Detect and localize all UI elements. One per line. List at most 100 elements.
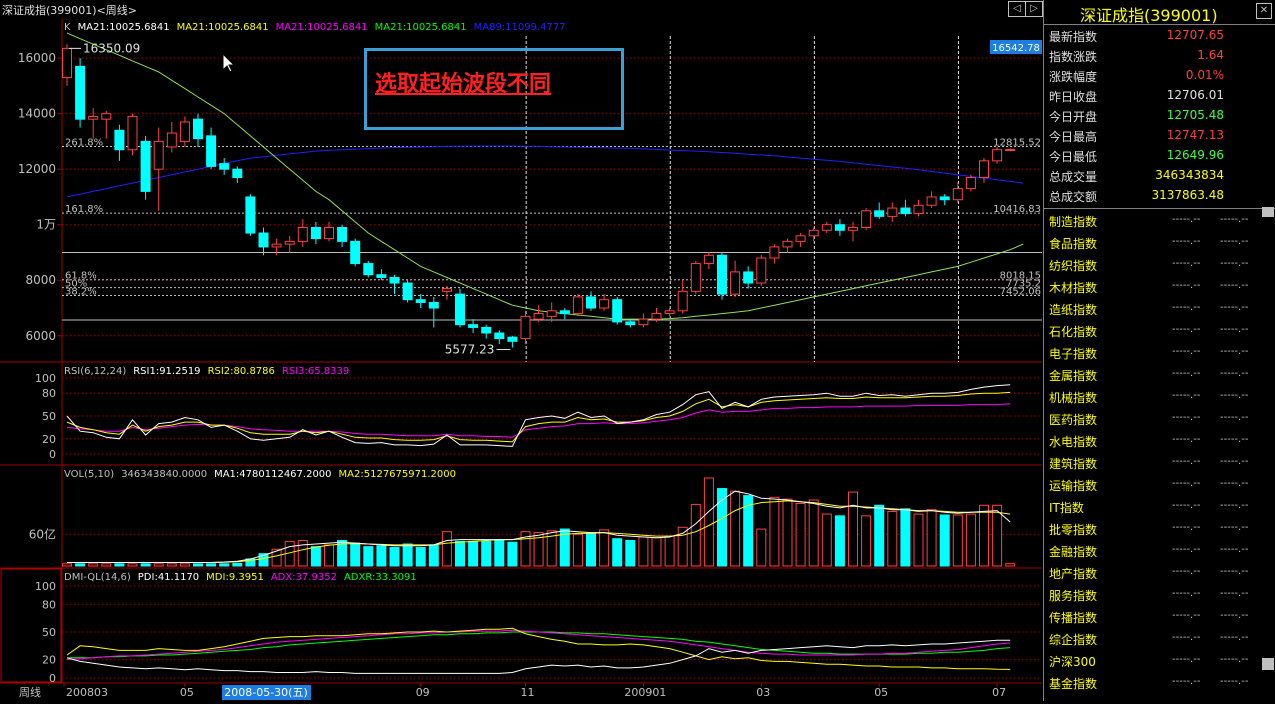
candle-down [481,326,492,334]
adx-line [66,629,1011,661]
candle-down [559,310,570,315]
volume-bar-up [848,491,858,567]
quote-value: 12705.48 [1166,108,1224,122]
sector-index-row[interactable]: 运输指数 -----.-- -----.-- [1044,473,1275,495]
candle-up [769,246,780,259]
fib-level-label: 261.8% [65,138,103,149]
candle-up [153,140,164,170]
candle-down [625,321,636,326]
volume-bar-down [481,540,492,567]
sector-index-name: 金融指数 [1049,545,1098,559]
mouse-cursor-icon [222,52,236,73]
candle-down [874,210,885,217]
sector-index-change: -----.-- [1220,588,1249,599]
sector-index-row[interactable]: 传播指数 -----.-- -----.-- [1044,605,1275,627]
scroll-up-button[interactable] [1262,207,1274,217]
volume-bar-down [939,514,950,567]
candle-down [494,332,505,340]
sector-index-row[interactable]: 医药指数 -----.-- -----.-- [1044,407,1275,429]
volume-bar-down [337,539,348,567]
x-tick-label: 07 [992,686,1006,699]
sector-index-row[interactable]: 电子指数 -----.-- -----.-- [1044,341,1275,363]
sector-index-name: 机械指数 [1049,391,1098,405]
close-panel-button[interactable]: ✕ [1256,3,1272,19]
sector-index-row[interactable]: 木材指数 -----.-- -----.-- [1044,275,1275,297]
volume-bar-down [559,528,570,567]
sector-index-row[interactable]: 纺织指数 -----.-- -----.-- [1044,253,1275,275]
sector-index-row[interactable]: 地产指数 -----.-- -----.-- [1044,561,1275,583]
sector-index-change: -----.-- [1220,632,1249,643]
scroll-down-button[interactable] [1262,658,1274,670]
volume-bar-up [546,530,557,567]
sector-index-row[interactable]: 机械指数 -----.-- -----.-- [1044,385,1275,407]
volume-bar-up [703,477,714,567]
volume-bar-up [887,510,898,567]
kline-legend-item: MA89:11099.4777 [474,22,566,33]
candle-down [468,324,479,328]
sector-index-change: -----.-- [1220,544,1249,555]
volume-bar-up [599,529,610,567]
quote-value: 346343834 [1155,168,1224,182]
volume-bar-down [834,515,845,567]
fib-level-label: 50% [65,279,87,290]
sector-index-row[interactable]: 金属指数 -----.-- -----.-- [1044,363,1275,385]
candle-up [992,149,1003,162]
sector-index-value: -----.-- [1172,346,1201,357]
candle-up [599,299,610,309]
sector-index-row[interactable]: 综企指数 -----.-- -----.-- [1044,627,1275,649]
sector-index-row[interactable]: 服务指数 -----.-- -----.-- [1044,583,1275,605]
quote-value: 12706.01 [1166,88,1224,102]
candle-down [455,293,465,326]
sector-index-row[interactable]: 基金指数 -----.-- -----.-- [1044,671,1275,693]
sector-index-row[interactable]: 金融指数 -----.-- -----.-- [1044,539,1275,561]
volume-bar-up [756,528,767,567]
volume-bar-up [153,563,164,567]
quote-row: 今日最低 12649.96 [1044,145,1275,165]
volume-bar-up [730,490,741,567]
quote-label: 昨日收盘 [1049,90,1098,104]
rsi1-line [66,384,1011,447]
volume-bar-up [913,513,924,567]
sector-index-change: -----.-- [1220,280,1249,291]
volume-bar-up [324,544,334,567]
candle-up [664,310,675,315]
sector-index-value: -----.-- [1172,236,1201,247]
candle-up [913,204,924,215]
volume-bar-up [664,535,675,567]
fib-level-value: 7452.06 [1000,286,1041,297]
kline-legend-item: MA21:10025.6841 [78,22,170,33]
sector-index-change: -----.-- [1220,214,1249,225]
ma21-line [66,32,1024,320]
period-label: 周线 [19,685,41,699]
sector-index-row[interactable]: IT指数 -----.-- -----.-- [1044,495,1275,517]
sector-index-change: -----.-- [1220,324,1249,335]
sector-index-row[interactable]: 批零指数 -----.-- -----.-- [1044,517,1275,539]
sector-index-value: -----.-- [1172,390,1201,401]
sector-index-value: -----.-- [1172,412,1201,423]
volume-bar-up [782,498,793,567]
candle-down [402,282,413,301]
quote-label: 最新指数 [1049,30,1098,44]
prev-page-button[interactable]: ◁ [1008,1,1026,17]
next-page-button[interactable]: ▷ [1025,1,1043,17]
dmi-legend-item: DMI-QL(14,6) [64,572,131,583]
dmi-tick-label: 20 [42,654,56,667]
sector-index-row[interactable]: 制造指数 -----.-- -----.-- [1044,209,1275,231]
sector-index-row[interactable]: 石化指数 -----.-- -----.-- [1044,319,1275,341]
sector-index-name: 基金指数 [1049,677,1098,691]
volume-bar-up [821,513,832,567]
volume-bar-down [900,508,911,567]
volume-bar-down [586,532,596,567]
sector-index-row[interactable]: 食品指数 -----.-- -----.-- [1044,231,1275,253]
quote-row: 昨日收盘 12706.01 [1044,85,1275,105]
candle-up [271,243,282,248]
sector-index-row[interactable]: 建筑指数 -----.-- -----.-- [1044,451,1275,473]
sector-index-row[interactable]: 造纸指数 -----.-- -----.-- [1044,297,1275,319]
volume-bar-down [389,547,400,567]
candle-up [284,240,295,245]
chart-area[interactable]: 6000 8000 1万 12000 14000 16000 261.8% 12815.52 1… [0,18,1042,701]
candle-up [677,290,688,312]
sector-index-row[interactable]: 沪深300 -----.-- -----.-- [1044,649,1275,671]
sector-index-row[interactable]: 水电指数 -----.-- -----.-- [1044,429,1275,451]
